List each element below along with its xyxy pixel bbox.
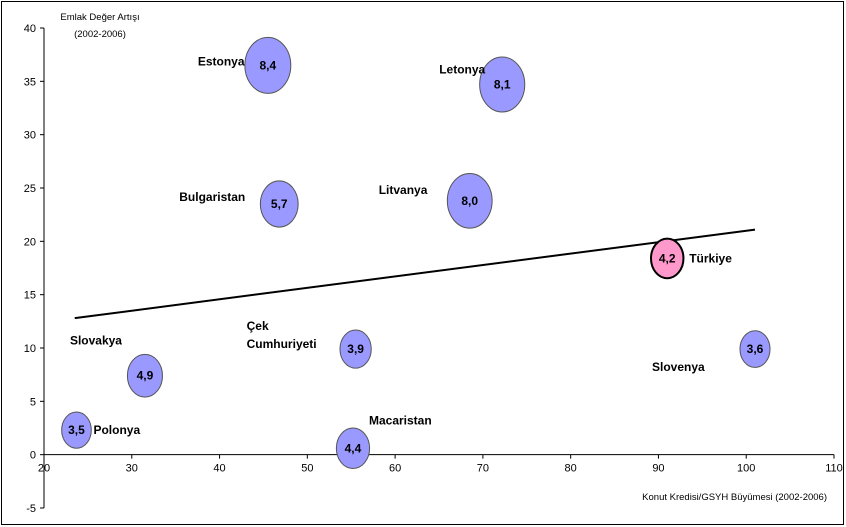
x-tick-label: 90 bbox=[652, 463, 664, 475]
bubble-value-label: 4,9 bbox=[137, 369, 154, 383]
y-tick-label: 35 bbox=[24, 76, 36, 88]
bubble bbox=[479, 56, 526, 113]
bubble bbox=[335, 427, 371, 470]
bubble bbox=[244, 36, 292, 94]
x-tick-label: 100 bbox=[737, 463, 755, 475]
bubble-value-label: 8,4 bbox=[259, 58, 276, 72]
bubble bbox=[61, 411, 92, 449]
y-tick-label: 20 bbox=[24, 236, 36, 248]
y-tick-label: 30 bbox=[24, 130, 36, 142]
x-tick-label: 20 bbox=[38, 463, 50, 475]
bubble-value-label: 8,1 bbox=[494, 78, 511, 92]
x-axis-title: Konut Kredisi/GSYH Büyümesi (2002-2006) bbox=[642, 492, 827, 503]
bubble-value-label: 4,4 bbox=[345, 441, 362, 455]
bubble bbox=[339, 329, 372, 369]
y-tick-label: 5 bbox=[30, 396, 36, 408]
axes: -5 0 5 10 15 20 25 30 35 40 20 30 40 50 60 70 80 90 100 110 bbox=[24, 23, 843, 515]
x-tick-label: 80 bbox=[565, 463, 577, 475]
bubble-value-label: 8,0 bbox=[461, 194, 478, 208]
country-label: Bulgaristan bbox=[179, 190, 245, 204]
x-tick-label: 50 bbox=[301, 463, 313, 475]
country-labels-group: Estonya Letonya Bulgaristan Litvanya Türkiye… bbox=[70, 54, 732, 437]
bubble-value-label: 5,7 bbox=[271, 197, 288, 211]
x-tick-label: 40 bbox=[213, 463, 225, 475]
bubble-value-label: 3,6 bbox=[747, 342, 764, 356]
bubble bbox=[259, 180, 299, 228]
country-label: Çek Cumhuriyeti bbox=[247, 319, 317, 351]
country-label: Slovakya bbox=[70, 334, 122, 348]
y-axis-title: Emlak Değer Artışı bbox=[60, 12, 139, 23]
y-axis-subtitle: (2002-2006) bbox=[74, 29, 126, 40]
bubbles-group: 8,4 8,1 5,7 8,0 4,2 4,9 3,9 3,6 3,5 4,4 bbox=[61, 36, 771, 470]
country-label: Litvanya bbox=[379, 183, 428, 197]
country-label: Letonya bbox=[439, 63, 485, 77]
trendline bbox=[74, 228, 756, 320]
y-tick-label: -5 bbox=[26, 503, 36, 515]
x-tick-label: 30 bbox=[126, 463, 138, 475]
y-tick-label: 10 bbox=[24, 343, 36, 355]
bubble bbox=[126, 353, 163, 398]
country-label: Türkiye bbox=[689, 251, 732, 265]
x-tick-label: 110 bbox=[825, 463, 843, 475]
bubble bbox=[446, 172, 493, 229]
country-label: Slovenya bbox=[652, 360, 705, 374]
country-label: Estonya bbox=[198, 54, 245, 68]
y-tick-label: 0 bbox=[30, 450, 36, 462]
country-label: Macaristan bbox=[369, 413, 432, 427]
y-tick-label: 40 bbox=[24, 23, 36, 35]
trendline-group bbox=[74, 228, 756, 320]
y-tick-label: 25 bbox=[24, 183, 36, 195]
bubble-value-label: 4,2 bbox=[659, 251, 676, 265]
bubble bbox=[739, 330, 771, 368]
x-tick-label: 70 bbox=[477, 463, 489, 475]
x-tick-label: 60 bbox=[389, 463, 401, 475]
bubble-value-label: 3,9 bbox=[347, 342, 364, 356]
country-label: Polonya bbox=[93, 423, 140, 437]
y-tick-label: 15 bbox=[24, 290, 36, 302]
bubble bbox=[649, 237, 685, 280]
bubble-value-label: 3,5 bbox=[68, 423, 85, 437]
